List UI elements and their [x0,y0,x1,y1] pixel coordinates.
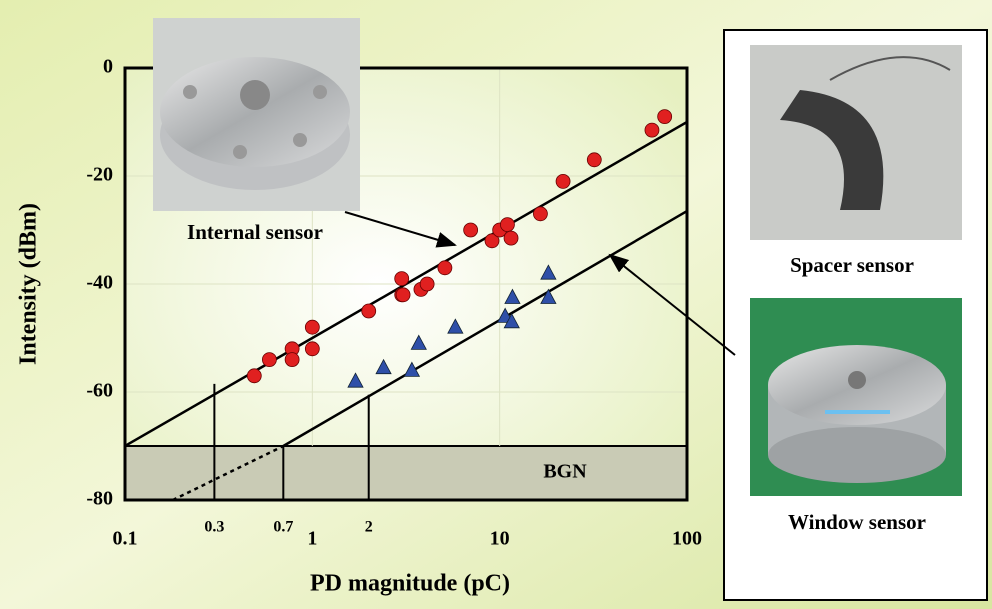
bgn-region [125,446,687,500]
data-point [500,218,514,232]
data-point [504,231,518,245]
data-point [533,207,547,221]
y-tick-label: -80 [86,488,113,510]
internal-sensor-photo [153,18,360,211]
data-point [362,304,376,318]
data-point [305,320,319,334]
guide-label: 0.7 [273,519,293,536]
y-tick-label: -40 [86,272,113,294]
data-point [587,153,601,167]
y-tick-label: -60 [86,380,113,402]
guide-label: 2 [365,519,373,536]
x-tick-label: 10 [490,528,510,550]
data-point [395,272,409,286]
y-tick-label: -20 [86,164,113,186]
x-tick-label: 0.1 [113,528,138,550]
annotation: Spacer sensor [790,253,914,277]
data-point [305,342,319,356]
data-point [464,223,478,237]
data-point [247,369,261,383]
guide-label: 0.3 [204,519,224,536]
data-point [658,110,672,124]
data-point [420,277,434,291]
spacer-sensor-photo [750,45,962,240]
x-axis-title: PD magnitude (pC) [310,571,510,597]
y-tick-label: 0 [103,56,113,78]
data-point [285,353,299,367]
x-tick-label: 100 [672,528,702,550]
figure: BGN 0 -20 -40 -60 -800.1 1 10 100 0.3 0.7 2 Interna… [0,0,992,609]
annotation: Window sensor [788,510,926,534]
y-axis-title: Intensity (dBm) [16,203,42,365]
annotation: Internal sensor [187,220,323,244]
data-point [556,174,570,188]
data-point [438,261,452,275]
bgn-label: BGN [543,461,587,483]
data-point [262,353,276,367]
data-point [396,288,410,302]
window-sensor-photo [750,298,962,496]
x-tick-label: 1 [307,528,317,550]
data-point [645,123,659,137]
